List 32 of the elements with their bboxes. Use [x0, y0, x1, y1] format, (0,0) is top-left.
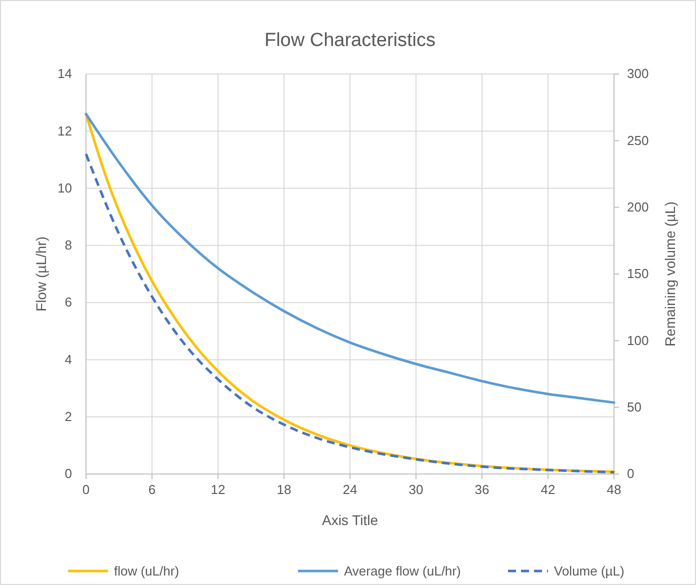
x-axis-title: Axis Title [322, 512, 378, 528]
y-tick-label: 12 [58, 123, 72, 138]
x-tick-label: 0 [82, 482, 90, 498]
line-series [84, 112, 616, 404]
legend-label: flow (uL/hr) [114, 564, 180, 578]
y2-tick-label: 200 [627, 199, 649, 214]
y-tick-label: 0 [64, 466, 72, 482]
y-tick-label: 8 [64, 238, 72, 253]
x-tick-label: 42 [540, 482, 556, 498]
y-tick-label: 14 [58, 66, 72, 82]
y2-tick-label: 0 [627, 466, 634, 482]
legend-label: Volume (µL) [554, 564, 624, 578]
legend-label: Average flow (uL/hr) [344, 564, 461, 578]
y-tick-label: 2 [64, 409, 72, 424]
x-tick-label: 36 [474, 482, 490, 498]
y2-tick-label: 50 [627, 399, 642, 414]
y-axis-title: Flow (µL/hr) [33, 236, 49, 312]
y2-tick-label: 150 [627, 266, 649, 282]
x-tick-label: 6 [148, 482, 156, 498]
y-tick-label: 4 [64, 352, 72, 367]
y2-tick-label: 250 [627, 132, 649, 148]
y2-tick-label: 300 [627, 66, 649, 82]
y-tick-label: 6 [64, 294, 72, 310]
x-tick-label: 48 [606, 482, 622, 498]
x-tick-label: 18 [276, 482, 292, 498]
x-tick-label: 30 [408, 482, 424, 498]
chart-title: Flow Characteristics [264, 30, 436, 51]
y-tick-label: 10 [58, 180, 72, 196]
y2-axis-title: Remaining volume (µL) [662, 201, 678, 347]
x-tick-label: 12 [210, 482, 226, 498]
y2-tick-label: 100 [627, 332, 649, 348]
x-tick-label: 24 [342, 482, 358, 498]
